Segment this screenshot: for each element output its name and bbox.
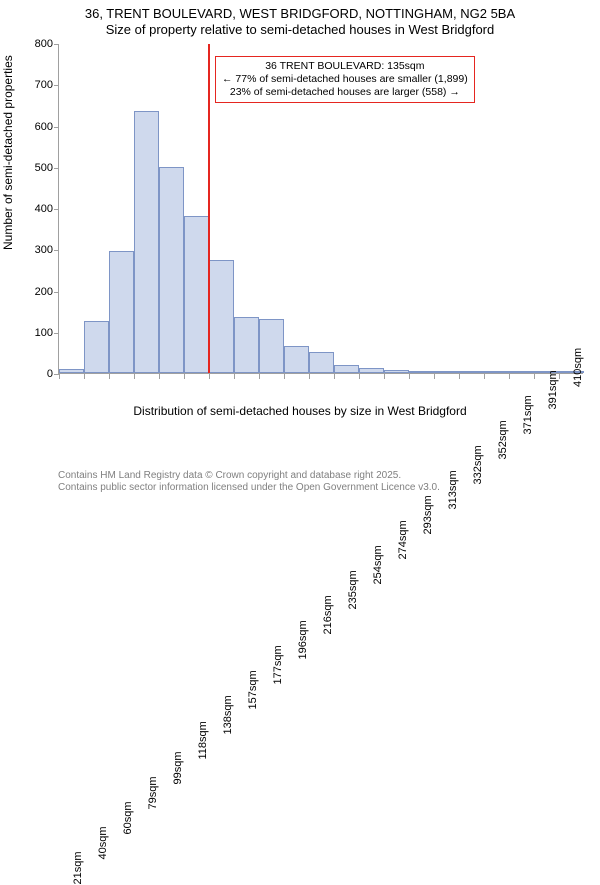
histogram-bar bbox=[59, 369, 84, 373]
x-tick bbox=[109, 374, 110, 379]
histogram-bar bbox=[459, 371, 484, 373]
x-tick bbox=[159, 374, 160, 379]
x-tick bbox=[84, 374, 85, 379]
x-tick bbox=[184, 374, 185, 379]
x-tick bbox=[509, 374, 510, 379]
title-line2: Size of property relative to semi-detach… bbox=[0, 22, 600, 38]
x-axis-label: Distribution of semi-detached houses by … bbox=[0, 404, 600, 418]
histogram-bar bbox=[259, 319, 284, 373]
histogram-bar bbox=[209, 260, 234, 373]
x-tick-label: 79sqm bbox=[147, 379, 159, 810]
annotation-line3: 23% of semi-detached houses are larger (… bbox=[222, 86, 468, 99]
y-tick: 300 bbox=[19, 244, 53, 256]
reference-line bbox=[208, 44, 210, 373]
x-tick-label: 138sqm bbox=[222, 379, 234, 735]
x-tick-label: 352sqm bbox=[497, 379, 509, 460]
histogram-bar bbox=[409, 371, 434, 373]
histogram-bar bbox=[484, 371, 509, 373]
y-tick: 500 bbox=[19, 162, 53, 174]
attribution-footer: Contains HM Land Registry data © Crown c… bbox=[58, 470, 440, 494]
y-tick: 400 bbox=[19, 203, 53, 215]
y-tick: 600 bbox=[19, 121, 53, 133]
y-tick: 0 bbox=[19, 368, 53, 380]
x-tick-label: 313sqm bbox=[447, 379, 459, 510]
histogram-bar bbox=[234, 317, 259, 373]
x-tick bbox=[59, 374, 60, 379]
x-tick bbox=[434, 374, 435, 379]
histogram-bar bbox=[184, 216, 209, 373]
x-tick bbox=[334, 374, 335, 379]
annotation-line1: 36 TRENT BOULEVARD: 135sqm bbox=[222, 60, 468, 73]
histogram-bar bbox=[284, 346, 309, 373]
y-tick: 100 bbox=[19, 327, 53, 339]
title-line1: 36, TRENT BOULEVARD, WEST BRIDGFORD, NOT… bbox=[0, 6, 600, 22]
x-tick bbox=[309, 374, 310, 379]
footer-line1: Contains HM Land Registry data © Crown c… bbox=[58, 470, 440, 482]
histogram-bar bbox=[509, 371, 534, 373]
histogram-bar bbox=[159, 167, 184, 373]
annotation-line2: ← 77% of semi-detached houses are smalle… bbox=[222, 73, 468, 86]
chart-title: 36, TRENT BOULEVARD, WEST BRIDGFORD, NOT… bbox=[0, 0, 600, 39]
x-tick-label: 21sqm bbox=[72, 379, 84, 885]
histogram-bar bbox=[334, 365, 359, 373]
x-tick bbox=[409, 374, 410, 379]
x-tick-label: 196sqm bbox=[297, 379, 309, 660]
histogram-bar bbox=[434, 371, 459, 373]
x-tick bbox=[134, 374, 135, 379]
x-tick bbox=[259, 374, 260, 379]
x-tick-label: 293sqm bbox=[422, 379, 434, 535]
chart-area: Number of semi-detached properties 01002… bbox=[0, 40, 600, 460]
x-tick bbox=[284, 374, 285, 379]
x-tick bbox=[559, 374, 560, 379]
histogram-bar bbox=[384, 370, 409, 373]
x-tick-label: 40sqm bbox=[97, 379, 109, 860]
x-tick-label: 177sqm bbox=[272, 379, 284, 685]
footer-line2: Contains public sector information licen… bbox=[58, 482, 440, 494]
x-tick-label: 60sqm bbox=[122, 379, 134, 835]
y-tick: 700 bbox=[19, 79, 53, 91]
x-tick-label: 99sqm bbox=[172, 379, 184, 785]
plot-area: 010020030040050060070080021sqm40sqm60sqm… bbox=[58, 44, 583, 374]
x-tick-label: 332sqm bbox=[472, 379, 484, 485]
histogram-bar bbox=[109, 251, 134, 373]
y-tick: 200 bbox=[19, 286, 53, 298]
histogram-bar bbox=[84, 321, 109, 373]
histogram-bar bbox=[309, 352, 334, 373]
x-tick bbox=[484, 374, 485, 379]
x-tick-label: 118sqm bbox=[197, 379, 209, 760]
x-tick bbox=[384, 374, 385, 379]
x-tick-label: 410sqm bbox=[572, 379, 584, 387]
x-tick bbox=[209, 374, 210, 379]
x-tick bbox=[234, 374, 235, 379]
x-tick bbox=[459, 374, 460, 379]
y-tick: 800 bbox=[19, 38, 53, 50]
x-tick bbox=[359, 374, 360, 379]
histogram-bar bbox=[134, 111, 159, 373]
x-tick-label: 157sqm bbox=[247, 379, 259, 710]
histogram-bar bbox=[359, 368, 384, 373]
y-axis-label: Number of semi-detached properties bbox=[1, 55, 15, 250]
x-tick bbox=[534, 374, 535, 379]
annotation-box: 36 TRENT BOULEVARD: 135sqm← 77% of semi-… bbox=[215, 56, 475, 103]
